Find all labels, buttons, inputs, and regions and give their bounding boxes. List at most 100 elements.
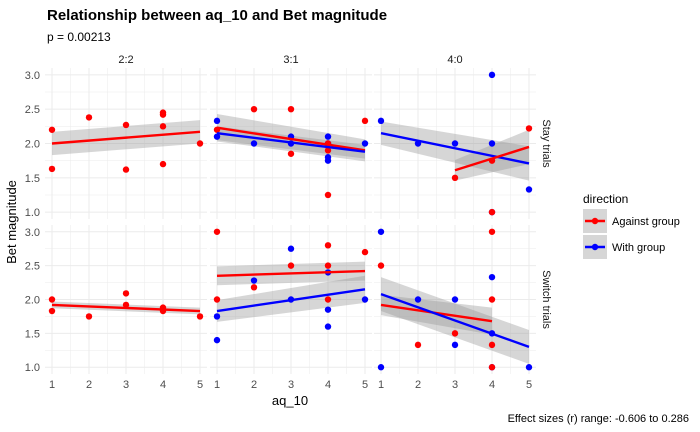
x-tick-label: 4 <box>489 379 495 391</box>
point-with-group <box>324 133 332 140</box>
panel-4-0-stay-trials <box>377 71 533 216</box>
point-with-group <box>488 273 496 281</box>
point-against-group <box>196 313 204 320</box>
fit-line-with-group <box>380 132 530 165</box>
point-against-group <box>525 125 533 132</box>
x-tick-label: 5 <box>526 379 532 391</box>
x-axis-title: aq_10 <box>272 393 308 408</box>
y-tick-label: 1.5 <box>25 173 40 185</box>
point-against-group <box>48 307 56 315</box>
point-with-group <box>213 336 221 344</box>
x-tick-label: 3 <box>123 379 129 391</box>
point-against-group <box>361 248 369 256</box>
point-against-group <box>48 296 56 303</box>
x-tick-label: 2 <box>251 379 257 391</box>
chart-caption: Effect sizes (r) range: -0.606 to 0.286 <box>508 413 689 425</box>
y-tick-label: 3.0 <box>25 227 40 239</box>
x-tick-label: 4 <box>325 379 331 391</box>
point-with-group <box>213 133 221 140</box>
point-with-group <box>287 245 295 252</box>
point-against-group <box>159 123 167 130</box>
point-against-group <box>287 105 295 113</box>
point-with-group <box>377 117 385 125</box>
point-against-group <box>250 284 258 291</box>
facet-panels: 2:2 3:1 4:0 Stay trials Switch trials <box>45 54 552 374</box>
x-tick-label: 5 <box>362 379 368 391</box>
point-against-group <box>287 150 295 157</box>
point-with-group <box>451 296 459 303</box>
point-against-group <box>377 262 385 269</box>
point-against-group <box>488 341 496 349</box>
fit-line-with-group <box>216 288 366 313</box>
point-with-group <box>377 364 385 371</box>
point-with-group <box>525 364 533 371</box>
point-with-group <box>488 71 496 79</box>
x-tick-label: 5 <box>197 379 203 391</box>
point-against-group <box>196 140 204 147</box>
point-against-group <box>361 117 369 125</box>
point-against-group <box>122 301 130 309</box>
legend-point-against-group <box>591 217 599 225</box>
point-against-group <box>451 174 459 182</box>
fit-line-against-group <box>216 269 366 277</box>
point-with-group <box>451 140 459 147</box>
point-against-group <box>324 242 332 249</box>
point-against-group <box>85 313 93 320</box>
y-tick-label: 1.5 <box>25 328 40 340</box>
legend-label-with-group: With group <box>612 242 665 254</box>
fit-line-against-group <box>454 145 530 172</box>
point-against-group <box>451 330 459 337</box>
y-tick-label: 2.0 <box>25 295 40 307</box>
point-against-group <box>122 166 130 173</box>
x-tick-label: 3 <box>452 379 458 391</box>
chart-title: Relationship between aq_10 and Bet magni… <box>47 7 387 24</box>
y-tick-label: 3.0 <box>25 70 40 82</box>
y-tick-label: 2.0 <box>25 139 40 151</box>
point-with-group <box>451 341 459 349</box>
point-with-group <box>361 140 369 147</box>
fit-line-with-group <box>216 132 366 153</box>
facet-label-2-2: 2:2 <box>118 54 133 66</box>
point-against-group <box>48 126 56 133</box>
point-against-group <box>250 105 258 113</box>
point-with-group <box>324 323 332 330</box>
point-with-group <box>324 157 332 164</box>
fit-line-against-group <box>216 126 366 152</box>
point-against-group <box>324 296 332 303</box>
point-against-group <box>488 296 496 303</box>
panel-2-2-stay-trials <box>48 109 204 173</box>
y-tick-label: 2.5 <box>25 261 40 273</box>
facet-label-4-0: 4:0 <box>447 54 462 66</box>
x-tick-label: 4 <box>160 379 166 391</box>
point-against-group <box>48 165 56 173</box>
point-against-group <box>488 364 496 371</box>
point-against-group <box>85 114 93 121</box>
x-tick-label: 1 <box>214 379 220 391</box>
point-against-group <box>488 228 496 235</box>
x-tick-label: 3 <box>288 379 294 391</box>
x-tick-label: 2 <box>86 379 92 391</box>
point-with-group <box>525 186 533 193</box>
y-tick-label: 1.0 <box>25 207 40 219</box>
point-against-group <box>324 191 332 199</box>
y-tick-label: 2.5 <box>25 104 40 116</box>
y-tick-label: 1.0 <box>25 362 40 374</box>
point-against-group <box>213 228 221 235</box>
point-with-group <box>377 228 385 235</box>
point-against-group <box>159 160 167 168</box>
point-with-group <box>488 140 496 147</box>
facet-label-switch-trials: Switch trials <box>540 270 552 329</box>
legend-point-with-group <box>591 243 599 251</box>
legend: direction Against group With group <box>583 192 680 259</box>
x-tick-label: 1 <box>378 379 384 391</box>
point-against-group <box>488 208 496 216</box>
point-with-group <box>414 296 422 303</box>
point-with-group <box>361 296 369 303</box>
y-axis-title: Bet magnitude <box>4 180 19 264</box>
facet-label-stay-trials: Stay trials <box>540 119 552 168</box>
axes: 1.0 1.0 1.5 1.5 2.0 2.0 2.5 2.5 3.0 3.0 1 1 1 2 2 2 3 3 3 4… <box>25 70 532 391</box>
x-tick-label: 1 <box>49 379 55 391</box>
point-against-group <box>287 262 295 269</box>
panel-4-0-switch-trials <box>377 228 533 371</box>
